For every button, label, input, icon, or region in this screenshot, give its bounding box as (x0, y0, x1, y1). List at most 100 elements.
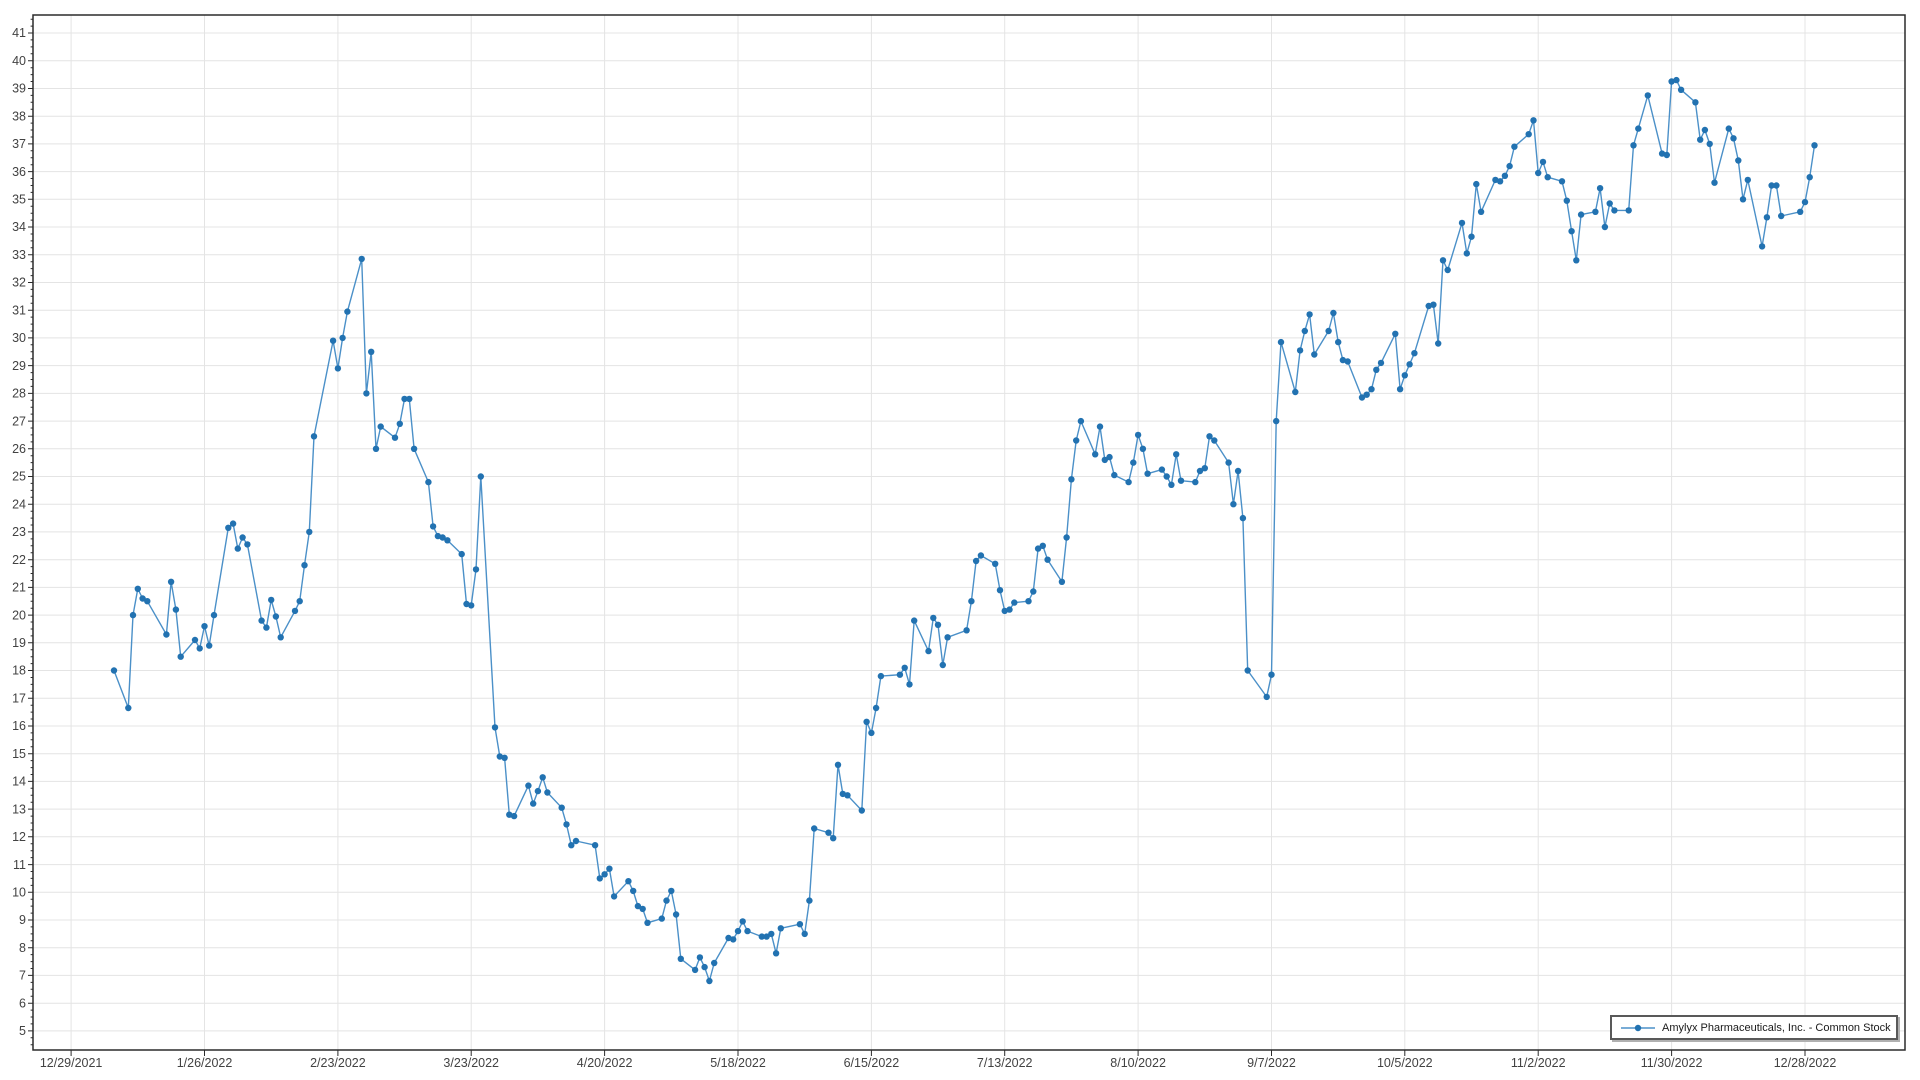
y-axis-minor-ticks (30, 18, 33, 1046)
data-point (1001, 607, 1008, 615)
data-point (1496, 178, 1504, 185)
data-point (344, 308, 351, 315)
data-point (268, 596, 275, 604)
data-point (1211, 437, 1218, 444)
data-point (630, 887, 637, 895)
data-point (172, 606, 180, 613)
data-point (1797, 208, 1804, 215)
data-point (1011, 599, 1018, 606)
data-point (1392, 330, 1399, 337)
data-point (1273, 417, 1280, 425)
y-tick-label: 26 (12, 442, 26, 456)
data-point (358, 255, 365, 263)
data-point (1277, 338, 1285, 346)
y-tick-label: 34 (12, 220, 26, 234)
data-point (1168, 481, 1175, 488)
data-point (1539, 158, 1547, 166)
data-point (1558, 178, 1566, 185)
x-tick-label: 3/23/2022 (443, 1056, 499, 1070)
data-point (934, 621, 942, 628)
data-point (1096, 423, 1104, 430)
data-point (1339, 356, 1347, 364)
legend[interactable]: Amylyx Pharmaceuticals, Inc. - Common St… (1610, 1015, 1898, 1040)
data-point (425, 478, 432, 486)
data-point (444, 537, 451, 544)
data-point (391, 434, 399, 441)
data-point (1092, 451, 1099, 458)
y-tick-label: 41 (12, 26, 26, 40)
data-point (306, 528, 313, 536)
y-tick-label: 29 (12, 359, 26, 373)
data-point (1744, 176, 1752, 184)
data-point (1411, 350, 1418, 357)
data-point (196, 645, 203, 652)
data-point (206, 642, 213, 649)
data-point (1606, 200, 1613, 207)
data-point (1363, 391, 1370, 398)
x-axis-ticks (70, 1050, 1806, 1056)
data-point (244, 541, 251, 548)
data-point (530, 800, 537, 807)
data-point (601, 871, 608, 878)
data-point (1134, 431, 1142, 439)
x-tick-label: 4/20/2022 (577, 1056, 633, 1070)
data-point (734, 927, 742, 935)
data-point (510, 812, 518, 820)
y-tick-label: 39 (12, 82, 26, 96)
data-point (1663, 151, 1671, 159)
data-point (1234, 467, 1242, 475)
data-point (772, 950, 780, 957)
data-point (911, 617, 918, 624)
data-point (1801, 198, 1809, 206)
data-point (1773, 182, 1780, 189)
data-point (272, 613, 280, 620)
data-point (1806, 174, 1813, 181)
data-point (1163, 473, 1170, 480)
data-point (1625, 207, 1632, 214)
data-point (1439, 257, 1447, 264)
data-point (610, 893, 618, 900)
y-tick-label: 35 (12, 193, 26, 207)
y-tick-label: 9 (19, 913, 26, 927)
y-tick-label: 13 (12, 802, 26, 816)
data-point (239, 534, 246, 541)
data-point (1044, 556, 1051, 563)
y-tick-label: 22 (12, 553, 26, 567)
data-point (1396, 386, 1404, 393)
data-point (872, 704, 880, 712)
data-point (1077, 417, 1085, 425)
data-point (1458, 219, 1466, 227)
x-tick-label: 12/28/2022 (1774, 1056, 1837, 1070)
y-tick-label: 11 (13, 858, 26, 872)
x-tick-label: 12/29/2021 (40, 1056, 103, 1070)
data-point (896, 671, 904, 678)
data-point (1239, 514, 1247, 522)
data-point (834, 761, 842, 768)
data-point (372, 445, 380, 452)
data-point (691, 966, 699, 974)
data-point (1330, 309, 1337, 317)
data-point (1406, 361, 1413, 368)
y-tick-label: 6 (19, 996, 26, 1010)
data-point (644, 919, 651, 926)
data-point (163, 631, 170, 638)
y-tick-label: 8 (19, 941, 26, 955)
data-point (639, 905, 646, 913)
x-tick-label: 10/5/2022 (1377, 1056, 1433, 1070)
data-point (925, 647, 932, 655)
data-point (901, 664, 908, 671)
y-tick-label: 25 (12, 470, 26, 484)
data-point (1377, 359, 1385, 367)
data-point (1130, 459, 1137, 466)
data-point (663, 897, 670, 904)
data-point (844, 792, 851, 799)
data-point (1068, 476, 1075, 483)
data-point (1725, 125, 1733, 132)
data-point (1073, 437, 1080, 444)
y-tick-label: 30 (12, 331, 26, 345)
data-point (1034, 545, 1042, 552)
data-point (1525, 131, 1532, 138)
data-point (1444, 266, 1451, 274)
data-point (768, 930, 775, 938)
